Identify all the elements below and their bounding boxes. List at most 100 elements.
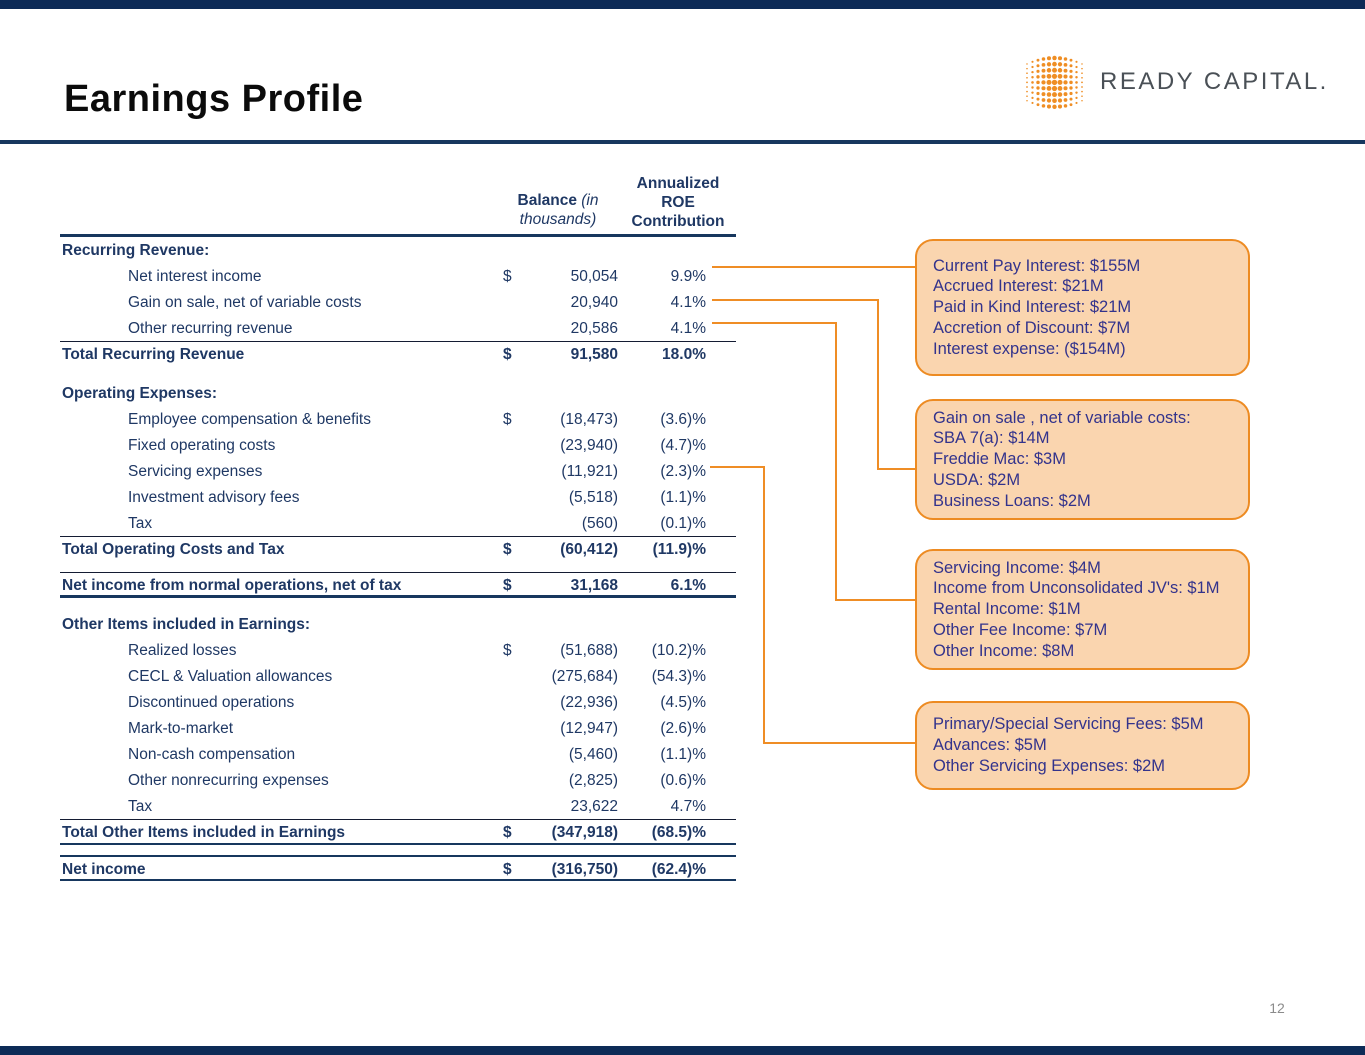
balance-value: (316,750): [551, 861, 618, 878]
row-label: Net interest income: [128, 267, 262, 285]
roe-value: (3.6)%: [660, 410, 706, 428]
row-spacer: [60, 598, 736, 611]
ready-capital-logo: READY CAPITAL.: [1022, 53, 1329, 111]
brand-name: READY CAPITAL.: [1100, 68, 1329, 95]
row-spacer: [60, 562, 736, 572]
row-label: Investment advisory fees: [128, 488, 300, 506]
row-label: Discontinued operations: [128, 693, 295, 711]
dollar-sign: $: [503, 861, 512, 878]
table-row: Realized losses $ (51,688) (10.2)%: [60, 637, 736, 663]
callout-servicing-expenses: Primary/Special Servicing Fees: $5M Advan…: [915, 701, 1250, 790]
balance-value: (60,412): [560, 541, 618, 558]
row-label: Total Operating Costs and Tax: [62, 541, 285, 558]
row-label: Other recurring revenue: [128, 319, 293, 337]
table-row: Investment advisory fees (5,518) (1.1)%: [60, 484, 736, 510]
balance-value: (23,940): [560, 436, 618, 454]
table-group-row: Recurring Revenue:: [60, 237, 736, 263]
row-label: Employee compensation & benefits: [128, 410, 371, 428]
table-row: Net income $ (316,750) (62.4)%: [60, 855, 736, 881]
connector-line: [710, 466, 765, 468]
connector-line: [712, 322, 837, 324]
roe-value: 4.1%: [670, 319, 706, 337]
balance-header-bold: Balance: [517, 192, 577, 209]
table-row: Total Recurring Revenue $91,580 18.0%: [60, 341, 736, 367]
page-title: Earnings Profile: [64, 78, 364, 120]
roe-value: (4.5)%: [660, 693, 706, 711]
title-divider: [0, 140, 1365, 144]
row-spacer: [60, 367, 736, 380]
page-number: 12: [1269, 1000, 1285, 1016]
callout-line: Interest expense: ($154M): [933, 339, 1126, 358]
connector-line: [763, 742, 917, 744]
row-label: Realized losses: [128, 641, 237, 659]
table-row: Other recurring revenue 20,586 4.1%: [60, 315, 736, 341]
table-row: Tax 23,622 4.7%: [60, 793, 736, 819]
callout-gain-on-sale: Gain on sale , net of variable costs: SBA…: [915, 399, 1250, 520]
dollar-sign: $: [503, 346, 512, 363]
row-label: Recurring Revenue:: [62, 241, 210, 259]
row-label: Servicing expenses: [128, 462, 263, 480]
callout-line: Servicing Income: $4M: [933, 558, 1101, 577]
callout-line: Business Loans: $2M: [933, 491, 1091, 510]
callout-other-recurring-revenue: Servicing Income: $4M Income from Unconso…: [915, 549, 1250, 670]
balance-value: (2,825): [568, 771, 618, 789]
table-row: Non-cash compensation (5,460) (1.1)%: [60, 741, 736, 767]
balance-value: (347,918): [551, 824, 618, 841]
earnings-table: Balance (in thousands) Annualized ROE Co…: [60, 163, 736, 881]
callout-line: Gain on sale , net of variable costs:: [933, 408, 1191, 427]
row-label: Net income: [62, 861, 146, 878]
balance-value: (11,921): [561, 462, 618, 480]
table-group-row: Operating Expenses:: [60, 380, 736, 406]
callout-line: Other Income: $8M: [933, 641, 1075, 660]
roe-value: (4.7)%: [660, 436, 706, 454]
roe-column-header: Annualized ROE Contribution: [617, 174, 739, 231]
callout-line: Accretion of Discount: $7M: [933, 318, 1131, 337]
callout-line: Rental Income: $1M: [933, 600, 1081, 619]
roe-value: 18.0%: [662, 346, 706, 363]
table-row: Total Other Items included in Earnings $ (…: [60, 819, 736, 845]
dollar-sign: $: [503, 541, 512, 558]
table-row: Tax (560) (0.1)%: [60, 510, 736, 536]
roe-value: (1.1)%: [660, 745, 706, 763]
bottom-edge-bar: [0, 1046, 1365, 1055]
roe-value: (2.3)%: [660, 462, 706, 480]
table-row: Discontinued operations (22,936) (4.5)%: [60, 689, 736, 715]
connector-line: [712, 266, 916, 268]
balance-column-header: Balance (in thousands): [497, 191, 619, 229]
row-label: Non-cash compensation: [128, 745, 296, 763]
dotted-globe-icon: [1026, 55, 1083, 110]
row-label: Other nonrecurring expenses: [128, 771, 329, 789]
callout-line: Accrued Interest: $21M: [933, 277, 1104, 296]
roe-header-line2: ROE: [661, 194, 695, 211]
row-label: Net income from normal operations, net o…: [62, 577, 402, 594]
balance-value: (560): [581, 514, 618, 532]
callout-line: Freddie Mac: $3M: [933, 450, 1066, 469]
roe-value: (54.3)%: [651, 667, 706, 685]
balance-header-italic-2: thousands): [519, 211, 597, 228]
table-group-row: Other Items included in Earnings:: [60, 611, 736, 637]
table-header: Balance (in thousands) Annualized ROE Co…: [60, 163, 736, 237]
table-row: Other nonrecurring expenses (2,825) (0.6)%: [60, 767, 736, 793]
dollar-sign: $: [503, 641, 512, 659]
dollar-sign: $: [503, 824, 512, 841]
roe-header-line3: Contribution: [631, 213, 725, 230]
roe-value: (11.9)%: [652, 541, 706, 558]
roe-value: 9.9%: [670, 267, 706, 285]
balance-header-italic-1: (in: [576, 192, 599, 209]
dollar-sign: $: [503, 410, 512, 428]
balance-value: (12,947): [560, 719, 618, 737]
roe-value: (0.1)%: [660, 514, 706, 532]
dollar-sign: $: [503, 267, 512, 285]
balance-value: 31,168: [570, 577, 618, 594]
connector-line: [835, 599, 917, 601]
callout-line: Current Pay Interest: $155M: [933, 256, 1141, 275]
callout-line: Primary/Special Servicing Fees: $5M: [933, 715, 1204, 734]
balance-value: (5,460): [568, 745, 618, 763]
roe-value: 6.1%: [670, 577, 706, 594]
roe-value: 4.7%: [670, 797, 706, 815]
table-row: Net income from normal operations, net o…: [60, 572, 736, 598]
roe-value: (10.2)%: [651, 641, 706, 659]
roe-value: (1.1)%: [660, 488, 706, 506]
row-spacer: [60, 845, 736, 855]
